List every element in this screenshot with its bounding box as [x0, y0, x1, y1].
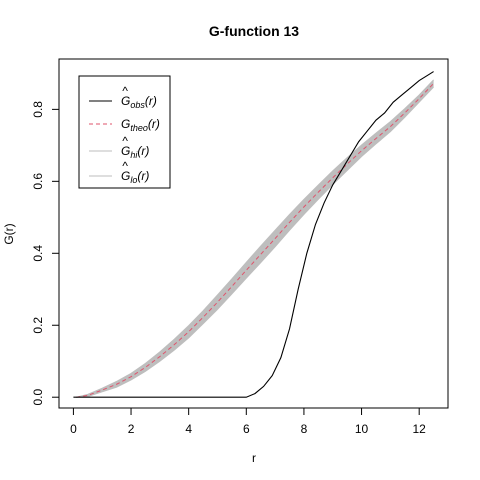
chart-title: G-function 13 [209, 23, 299, 39]
legend-label: Ghi(r) [121, 144, 149, 160]
series-g-theo-line [76, 83, 434, 398]
series-g-lo-line [76, 86, 434, 398]
y-tick-label: 0.8 [31, 101, 45, 118]
y-axis-label: G(r) [2, 223, 16, 244]
x-tick-label: 6 [243, 422, 250, 436]
x-axis: 0 2 4 6 8 10 12 [70, 407, 427, 436]
y-tick-label: 0.2 [31, 317, 45, 334]
series-lines [73, 71, 434, 398]
legend-entry-g-hi: Ghi(r)^ [89, 134, 149, 160]
legend-hat: ^ [122, 159, 128, 173]
y-tick-label: 0.6 [31, 173, 45, 190]
legend: Gobs(r)^Gtheo(r)Ghi(r)^Glo(r)^ [78, 75, 171, 189]
legend-label: Gtheo(r) [121, 117, 160, 133]
legend-hat: ^ [122, 84, 128, 98]
y-axis: 0.0 0.2 0.4 0.6 0.8 [31, 101, 60, 406]
x-tick-label: 8 [301, 422, 308, 436]
legend-label: Glo(r) [121, 169, 149, 185]
y-tick-label: 0.4 [31, 245, 45, 262]
legend-box [78, 75, 171, 189]
x-tick-label: 12 [413, 422, 427, 436]
series-g-hi-line [76, 79, 434, 398]
x-tick-label: 2 [128, 422, 135, 436]
legend-entry-g-theo: Gtheo(r) [89, 117, 160, 133]
legend-hat: ^ [122, 134, 128, 148]
legend-label: Gobs(r) [121, 94, 157, 110]
legend-entry-g-obs: Gobs(r)^ [89, 84, 157, 110]
legend-entry-g-lo: Glo(r)^ [89, 159, 149, 185]
x-tick-label: 4 [185, 422, 192, 436]
y-tick-label: 0.0 [31, 389, 45, 406]
x-axis-label: r [252, 451, 256, 465]
x-tick-label: 0 [70, 422, 77, 436]
series-g-obs-line [73, 71, 434, 398]
x-tick-label: 10 [355, 422, 369, 436]
